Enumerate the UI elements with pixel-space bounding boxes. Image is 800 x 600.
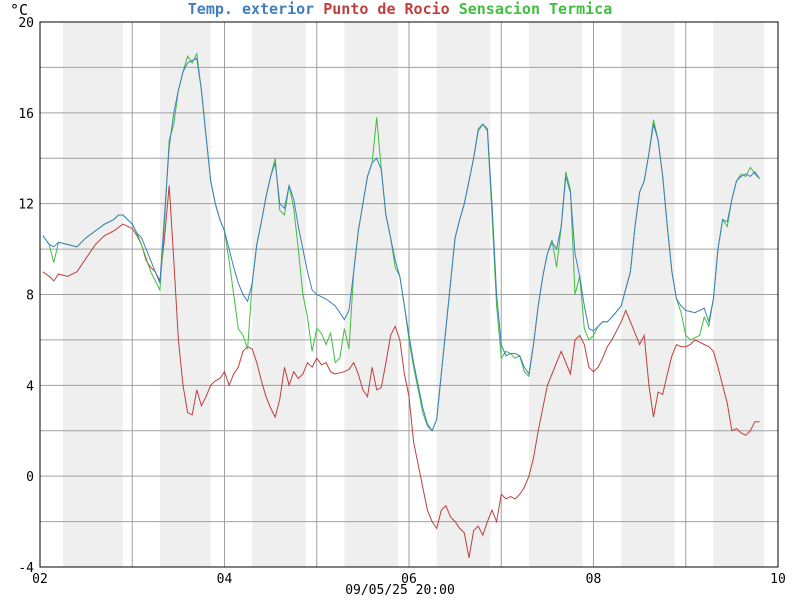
x-tick-label: 02 [32,572,48,587]
plot-frame [39,21,779,568]
x-tick-label: 10 [770,572,786,587]
y-tick-label: -4 [18,561,34,576]
x-tick-label: 06 [401,572,417,587]
y-tick-label: 8 [26,289,34,304]
legend-entry: Punto de Rocio [314,0,449,18]
legend-title: Temp. exterior Punto de Rocio Sensacion … [188,0,612,18]
y-tick-label: 20 [18,16,34,31]
series-line-punto-de-rocio [42,185,760,558]
x-tick-label: 08 [586,572,602,587]
y-tick-label: 16 [18,107,34,122]
unit-label: °C [10,1,28,19]
y-tick-label: 4 [26,379,34,394]
y-tick-label: 12 [18,198,34,213]
legend-entry: Sensacion Termica [450,0,613,18]
x-tick-labels: 02 04 06 08 10 [32,572,786,587]
legend-entry: Temp. exterior [188,0,314,18]
y-tick-label: 0 [26,470,34,485]
timestamp-label: 09/05/25 20:00 [345,583,455,598]
series-lines [42,52,761,558]
series-line-temp-exterior [42,57,761,432]
x-tick-label: 04 [217,572,233,587]
y-tick-labels: -4 0 4 8 12 16 20 [18,16,34,576]
